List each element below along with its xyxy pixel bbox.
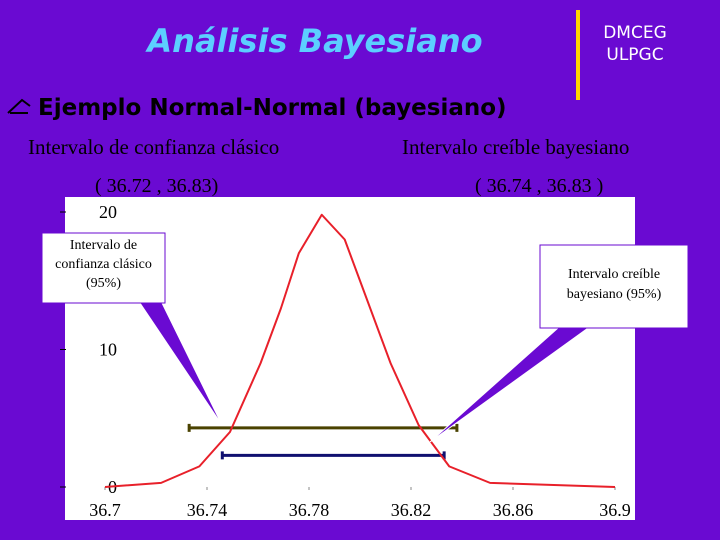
callout: Intervalo creíble bayesiano (95%) [566,267,662,302]
org-line: DMCEG [603,23,667,43]
callouts: Intervalo de confianza clásico (95%) Int… [41,232,689,443]
callout: Intervalo de confianza clásico (95%) [55,238,152,291]
bullet-icon [7,98,31,114]
y-tick-label: 10 [99,340,117,360]
org-line: ULPGC [606,45,663,65]
callout-box [539,244,689,329]
interval-text: ( 36.72 , 36.83) [95,175,218,197]
callout-text: Intervalo de confianza clásico (95%) [55,238,152,291]
x-tick-label: 36.7 [89,500,121,520]
x-tick-label: 36.74 [187,500,228,520]
column-heading: Intervalo creíble bayesiano [402,135,629,159]
x-tick-label: 36.78 [289,500,330,520]
column-heading: Intervalo de confianza clásico [28,135,279,159]
callout-box [41,232,166,304]
density-curve [104,213,616,488]
y-tick-label: 20 [99,202,117,222]
x-tick-label: 36.82 [391,500,432,520]
x-tick-label: 36.86 [493,500,534,520]
bullet-text: Ejemplo Normal-Normal (bayesiano) [38,95,507,121]
title: Análisis Bayesiano [144,22,482,60]
x-tick-label: 36.9 [599,500,631,520]
interval-text: ( 36.74 , 36.83 ) [475,175,603,197]
callout-text: Intervalo creíble bayesiano (95%) [566,267,662,302]
